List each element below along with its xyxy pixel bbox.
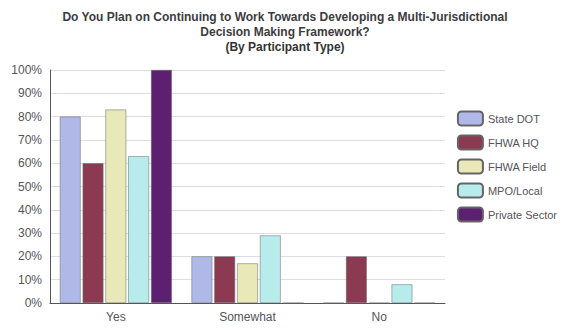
svg-text:80%: 80% [18,110,42,124]
svg-text:MPO/Local: MPO/Local [488,185,542,197]
svg-text:0%: 0% [25,296,43,310]
svg-text:Somewhat: Somewhat [219,310,276,324]
svg-text:FHWA HQ: FHWA HQ [488,137,539,149]
svg-text:FHWA Field: FHWA Field [488,161,546,173]
svg-text:20%: 20% [18,249,42,263]
svg-text:100%: 100% [11,63,42,77]
svg-text:Private Sector: Private Sector [488,209,557,221]
svg-text:(By Participant Type): (By Participant Type) [225,40,344,54]
svg-text:70%: 70% [18,133,42,147]
svg-text:90%: 90% [18,86,42,100]
svg-text:10%: 10% [18,273,42,287]
svg-text:No: No [371,310,387,324]
svg-text:Yes: Yes [106,310,126,324]
svg-text:State DOT: State DOT [488,113,540,125]
svg-text:50%: 50% [18,180,42,194]
svg-text:Decision Making Framework?: Decision Making Framework? [200,25,369,39]
svg-text:Do You Plan on Continuing to W: Do You Plan on Continuing to Work Toward… [62,10,507,24]
svg-text:60%: 60% [18,156,42,170]
svg-text:40%: 40% [18,203,42,217]
svg-text:30%: 30% [18,226,42,240]
